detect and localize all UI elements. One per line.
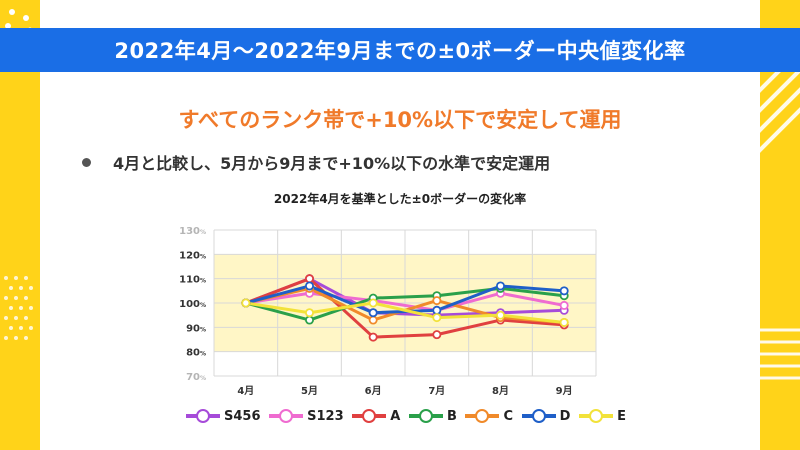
line-chart: 70% 80% 90% 100% 110% 120% 130% 4月 5月 6月 7月 8月 9月 [179,226,597,397]
y-tick-label: 110% [179,275,206,286]
legend-label: C [503,408,514,424]
data-point-d [368,308,378,318]
series-line-s123 [245,291,565,312]
data-point-c [368,315,378,325]
page-title: 2022年4月～2022年9月までの±0ボーダー中央値変化率 [114,39,686,63]
x-tick-label: 4月 [237,385,254,397]
x-tick-label: 8月 [492,385,509,397]
legend-swatch [465,409,500,423]
y-tick-label: 130% [179,226,206,237]
data-point-d [495,281,505,291]
y-tick-label: 80% [186,348,206,359]
data-point-c [432,296,442,306]
legend-item-a: A [352,409,400,424]
legend-item-c: C [465,409,513,424]
data-point-e [495,310,505,320]
chart-legend: S456 S123 A B C D E [186,404,626,428]
x-tick-label: 7月 [428,385,445,397]
data-point-a [304,274,314,284]
bullet-icon [82,157,91,167]
data-point-d [304,281,314,291]
x-tick-label: 5月 [301,385,318,397]
y-tick-label: 120% [179,250,206,261]
data-point-d [432,305,442,315]
data-point-e [559,317,569,327]
data-point-e [241,298,251,308]
data-point-b [304,315,314,325]
legend-item-s456: S456 [186,409,261,424]
y-tick-label: 70% [186,372,206,383]
legend-label: E [617,408,626,424]
data-point-a [432,330,442,340]
title-bar: 2022年4月～2022年9月までの±0ボーダー中央値変化率 [0,28,800,72]
headline: すべてのランク帯で+10%以下で安定して運用 [178,108,622,132]
y-tick-label: 100% [179,299,206,310]
data-point-e [432,313,442,323]
series-line-b [245,286,565,322]
chart-title: 2022年4月を基準とした±0ボーダーの変化率 [273,192,527,206]
series-line-e [245,301,565,324]
data-point-a [368,332,378,342]
legend-swatch [186,409,220,423]
left-decorative-frame [0,0,40,450]
legend-label: A [390,408,401,424]
legend-swatch [579,409,614,423]
legend-item-d: D [521,408,571,424]
legend-swatch [352,409,387,423]
legend-swatch [408,409,443,423]
legend-label: S123 [307,408,344,424]
legend-label: S456 [224,408,261,424]
data-point-d [559,286,569,296]
data-point-e [304,308,314,318]
bullet-text: 4月と比較し、5月から9月まで+10%以下の水準で安定運用 [113,154,551,173]
data-point-e [368,298,378,308]
legend-label: D [559,408,571,424]
y-tick-label: 90% [186,323,206,334]
legend-label: B [446,408,457,424]
data-point-s123 [559,300,569,310]
x-tick-label: 6月 [365,385,382,397]
series-line-a [245,277,565,339]
legend-item-b: B [408,408,457,424]
legend-item-s123: S123 [269,409,344,424]
bullet-point: 4月と比較し、5月から9月まで+10%以下の水準で安定運用 [82,150,550,174]
right-decorative-frame [760,0,800,450]
legend-swatch [521,409,556,423]
legend-swatch [269,409,304,423]
x-tick-label: 9月 [556,385,573,397]
legend-item-e: E [579,409,626,424]
